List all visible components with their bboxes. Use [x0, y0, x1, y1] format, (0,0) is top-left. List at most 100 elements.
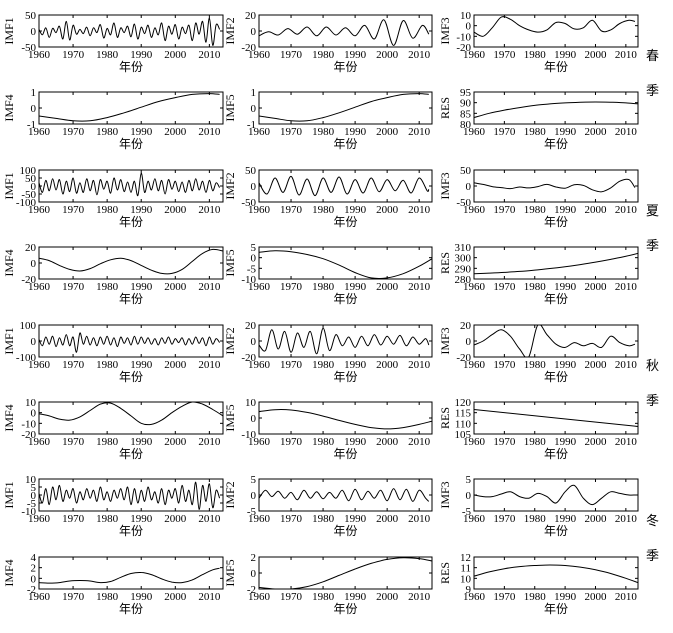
x-tick-label: 1980: [524, 513, 547, 525]
series-line: [39, 17, 221, 46]
x-tick-label: 1960: [248, 513, 271, 525]
x-tick-label: 1970: [493, 513, 516, 525]
y-tick-label: 50: [25, 10, 37, 22]
x-tick-label: 1960: [248, 126, 271, 138]
y-tick-label: -10: [21, 506, 36, 518]
subplot-夏-imf4: 1960 1970 1980 1990 2000 2010 -20 0 20 IMF4 年份: [2, 242, 224, 306]
y-tick-label: 5: [466, 474, 472, 486]
subplot-夏-imf2: 1960 1970 1980 1990 2000 2010 -50 0 50 IMF2 年份: [223, 165, 433, 229]
y-axis-label: IMF2: [223, 327, 237, 354]
series-line: [259, 93, 429, 122]
x-tick-label: 2000: [584, 513, 607, 525]
plot-frame: [38, 556, 224, 590]
y-axis-label: IMF1: [2, 327, 16, 354]
y-tick-label: -2: [247, 584, 256, 596]
plot-frame: [258, 14, 433, 48]
y-tick-label: -1: [27, 119, 36, 131]
y-tick-label: 50: [245, 165, 257, 177]
x-tick-label: 2000: [164, 126, 187, 138]
x-tick-label: 1990: [344, 281, 367, 293]
x-tick-label: 1990: [130, 591, 153, 603]
x-tick-label: 1990: [130, 513, 153, 525]
x-axis-label: 年份: [333, 215, 357, 229]
x-axis-label: 年份: [119, 370, 143, 384]
season-label-autumn-a: 秋: [646, 358, 659, 373]
y-tick-label: 0: [31, 490, 37, 502]
y-tick-label: 10: [460, 10, 472, 22]
y-axis-label: IMF3: [438, 172, 452, 199]
y-tick-label: 1: [31, 87, 37, 99]
y-axis-label: IMF3: [438, 481, 452, 508]
x-tick-label: 1990: [554, 281, 577, 293]
x-tick-label: 1960: [463, 359, 486, 371]
y-tick-label: 20: [460, 320, 472, 332]
x-axis-label: 年份: [119, 602, 143, 616]
x-tick-label: 1990: [554, 513, 577, 525]
season-label-summer-a: 夏: [646, 203, 659, 218]
x-tick-label: 1980: [96, 204, 119, 216]
y-tick-label: -5: [27, 498, 37, 510]
x-tick-label: 2010: [615, 126, 638, 138]
series-line: [39, 567, 220, 584]
x-tick-label: 1980: [96, 513, 119, 525]
y-tick-label: -20: [456, 42, 471, 54]
series-line: [39, 93, 220, 122]
y-tick-label: 0: [251, 490, 257, 502]
y-axis-label: IMF1: [2, 172, 16, 199]
x-tick-label: 1980: [524, 204, 547, 216]
y-tick-label: 5: [251, 474, 257, 486]
plot-frame: [473, 246, 639, 280]
y-tick-label: 0: [466, 181, 472, 193]
plot-frame: [38, 401, 224, 435]
x-tick-label: 2000: [164, 281, 187, 293]
season-label-spring-a: 春: [646, 48, 659, 63]
x-tick-label: 2010: [615, 204, 638, 216]
x-tick-label: 1960: [463, 49, 486, 61]
x-tick-label: 1990: [130, 436, 153, 448]
plot-frame: [473, 324, 639, 358]
x-tick-label: 1970: [280, 591, 303, 603]
y-tick-label: -5: [247, 263, 257, 275]
x-tick-label: 1980: [96, 49, 119, 61]
y-tick-label: 0: [251, 336, 257, 348]
y-axis-label: IMF4: [2, 559, 16, 586]
y-axis-label: IMF5: [223, 559, 237, 586]
plot-frame: [38, 246, 224, 280]
x-tick-label: 1980: [96, 126, 119, 138]
x-tick-label: 2010: [198, 126, 221, 138]
y-axis-label: IMF3: [438, 327, 452, 354]
x-tick-label: 2000: [584, 204, 607, 216]
x-tick-label: 1990: [344, 436, 367, 448]
x-axis-label: 年份: [333, 60, 357, 74]
x-tick-label: 1960: [28, 281, 51, 293]
y-tick-label: -100: [16, 197, 37, 209]
x-axis-label: 年份: [119, 215, 143, 229]
y-axis-label: RES: [438, 97, 452, 119]
series-line: [39, 172, 221, 197]
x-tick-label: 2000: [164, 359, 187, 371]
y-tick-label: 0: [251, 253, 257, 265]
y-axis-label: IMF4: [2, 94, 16, 121]
x-tick-label: 1970: [493, 126, 516, 138]
y-tick-label: 0: [466, 490, 472, 502]
y-axis-label: IMF2: [223, 172, 237, 199]
y-tick-label: -50: [241, 197, 256, 209]
x-tick-label: 2000: [376, 436, 399, 448]
x-tick-label: 1980: [96, 359, 119, 371]
x-tick-label: 1970: [493, 436, 516, 448]
x-tick-label: 2000: [584, 591, 607, 603]
plot-frame: [38, 324, 224, 358]
x-tick-label: 1960: [248, 281, 271, 293]
x-tick-label: 1960: [28, 591, 51, 603]
subplot-夏-imf5: 1960 1970 1980 1990 2000 2010 -10-505 IMF5 年份: [223, 242, 433, 306]
x-tick-label: 1970: [280, 359, 303, 371]
x-tick-label: 1980: [96, 436, 119, 448]
x-tick-label: 1990: [554, 49, 577, 61]
x-tick-label: 2000: [376, 126, 399, 138]
x-tick-label: 2010: [615, 281, 638, 293]
x-tick-label: 1960: [463, 436, 486, 448]
